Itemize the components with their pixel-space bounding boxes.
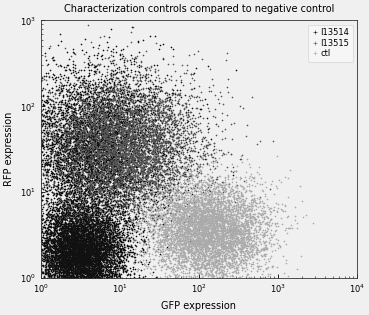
Title: Characterization controls compared to negative control: Characterization controls compared to ne… <box>63 4 334 14</box>
ctl <box>206 177 210 180</box>
ctl <box>232 190 237 194</box>
ctl <box>230 223 235 227</box>
ctl <box>135 213 140 217</box>
I13515 <box>195 162 200 166</box>
Legend: I13514, I13515, ctl: I13514, I13515, ctl <box>308 25 353 62</box>
I13514 <box>90 276 94 279</box>
I13515 <box>123 267 128 271</box>
I13514 <box>73 227 77 231</box>
I13515 <box>139 129 144 133</box>
ctl <box>172 142 176 146</box>
ctl <box>216 213 221 217</box>
I13515 <box>88 115 92 119</box>
Line: I13514: I13514 <box>39 26 237 279</box>
I13515 <box>152 130 157 134</box>
ctl <box>177 232 182 235</box>
I13515 <box>106 148 110 152</box>
ctl <box>232 276 236 280</box>
I13514 <box>111 190 116 194</box>
I13515 <box>86 23 90 26</box>
I13514 <box>74 269 79 273</box>
I13514 <box>130 26 134 29</box>
X-axis label: GFP expression: GFP expression <box>161 301 236 311</box>
I13514 <box>165 234 170 238</box>
Line: I13515: I13515 <box>40 24 275 270</box>
ctl <box>152 197 157 201</box>
I13514 <box>42 246 46 250</box>
I13515 <box>96 153 101 157</box>
I13514 <box>98 276 103 280</box>
I13515 <box>82 105 86 109</box>
Line: ctl: ctl <box>76 143 314 279</box>
ctl <box>207 236 211 240</box>
I13514 <box>51 55 56 59</box>
Y-axis label: RFP expression: RFP expression <box>4 112 14 186</box>
I13515 <box>142 92 146 96</box>
I13514 <box>122 114 126 117</box>
